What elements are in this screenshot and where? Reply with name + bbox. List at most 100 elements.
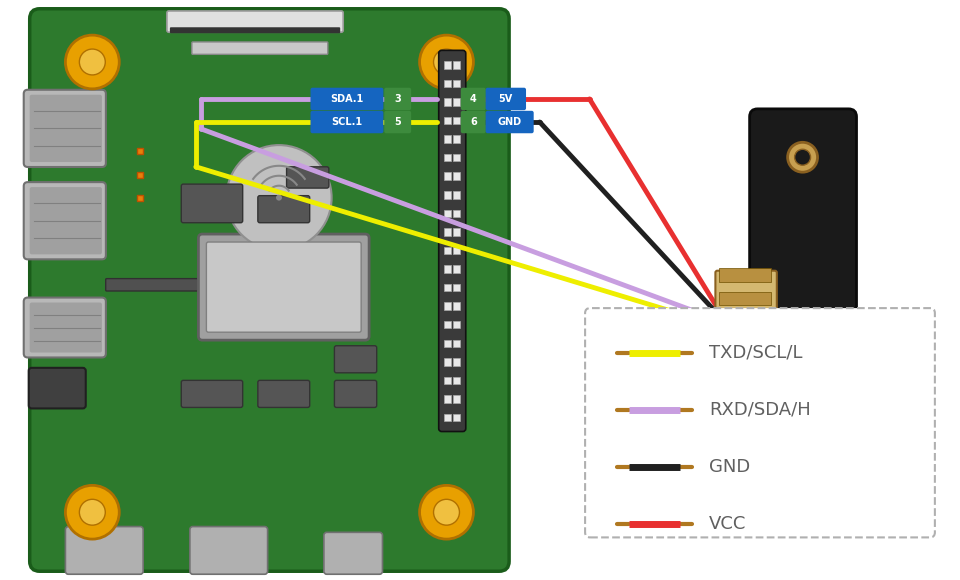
FancyBboxPatch shape (29, 368, 85, 408)
FancyBboxPatch shape (585, 308, 935, 538)
Circle shape (795, 455, 810, 471)
Circle shape (80, 499, 106, 525)
Bar (719, 316, 771, 329)
FancyBboxPatch shape (65, 527, 143, 574)
Bar (453, 358, 460, 365)
Bar (444, 414, 451, 421)
Bar (453, 246, 460, 254)
Circle shape (227, 145, 331, 250)
FancyBboxPatch shape (24, 90, 106, 167)
FancyBboxPatch shape (324, 532, 382, 574)
FancyBboxPatch shape (287, 167, 329, 188)
Bar (444, 284, 451, 291)
FancyBboxPatch shape (258, 195, 310, 223)
FancyBboxPatch shape (461, 111, 486, 133)
FancyBboxPatch shape (334, 380, 376, 407)
FancyBboxPatch shape (170, 27, 340, 33)
FancyBboxPatch shape (310, 88, 383, 110)
Text: SCL.1: SCL.1 (331, 117, 363, 127)
Bar (444, 117, 451, 124)
FancyBboxPatch shape (24, 182, 106, 259)
Bar (453, 61, 460, 68)
FancyBboxPatch shape (486, 88, 526, 110)
Bar (444, 339, 451, 347)
FancyBboxPatch shape (181, 184, 243, 223)
Bar (453, 228, 460, 235)
Text: 3: 3 (395, 94, 401, 104)
Circle shape (65, 35, 119, 89)
Bar (444, 98, 451, 106)
Text: SDA.1: SDA.1 (330, 94, 364, 104)
Bar (444, 376, 451, 384)
FancyBboxPatch shape (461, 88, 486, 110)
Text: TXD/SCL/L: TXD/SCL/L (709, 343, 803, 361)
FancyBboxPatch shape (715, 271, 777, 364)
Text: VCC: VCC (709, 514, 746, 532)
Bar (444, 135, 451, 143)
Bar (453, 191, 460, 198)
FancyBboxPatch shape (181, 380, 243, 407)
Bar (444, 321, 451, 328)
FancyBboxPatch shape (199, 234, 370, 340)
Bar (453, 79, 460, 87)
Text: GND: GND (709, 458, 751, 476)
Bar (444, 228, 451, 235)
FancyBboxPatch shape (206, 242, 361, 332)
Bar (444, 79, 451, 87)
Bar (453, 284, 460, 291)
Bar (137, 195, 143, 201)
Bar (444, 395, 451, 403)
FancyBboxPatch shape (384, 111, 411, 133)
Circle shape (420, 485, 473, 539)
Bar (453, 376, 460, 384)
FancyBboxPatch shape (30, 9, 509, 571)
Bar (444, 191, 451, 198)
FancyBboxPatch shape (24, 298, 106, 357)
FancyBboxPatch shape (167, 11, 343, 32)
FancyBboxPatch shape (486, 111, 534, 133)
Bar (453, 172, 460, 180)
Circle shape (65, 485, 119, 539)
Bar (453, 98, 460, 106)
Bar (444, 358, 451, 365)
FancyBboxPatch shape (30, 95, 102, 162)
FancyBboxPatch shape (750, 109, 856, 517)
Bar (137, 172, 143, 177)
Text: RXD/SDA/H: RXD/SDA/H (709, 401, 811, 419)
Bar (444, 265, 451, 273)
Bar (453, 321, 460, 328)
FancyBboxPatch shape (384, 88, 411, 110)
FancyBboxPatch shape (310, 111, 383, 133)
Text: 4: 4 (470, 94, 477, 104)
FancyBboxPatch shape (106, 278, 242, 291)
Bar (444, 172, 451, 180)
Bar (444, 302, 451, 310)
FancyBboxPatch shape (190, 527, 268, 574)
Text: 6: 6 (470, 117, 477, 127)
FancyBboxPatch shape (258, 380, 310, 407)
Bar (453, 302, 460, 310)
Circle shape (420, 35, 473, 89)
Circle shape (795, 149, 810, 165)
FancyBboxPatch shape (30, 187, 102, 255)
Text: 5V: 5V (499, 94, 513, 104)
Circle shape (434, 49, 460, 75)
FancyBboxPatch shape (192, 42, 328, 55)
Circle shape (434, 499, 460, 525)
Bar (444, 154, 451, 161)
Bar (453, 414, 460, 421)
Bar (719, 340, 771, 353)
Bar (453, 265, 460, 273)
Circle shape (787, 142, 818, 172)
Bar (444, 61, 451, 68)
Circle shape (80, 49, 106, 75)
FancyBboxPatch shape (30, 303, 102, 353)
Bar (453, 135, 460, 143)
Bar (719, 292, 771, 306)
Circle shape (787, 448, 818, 478)
Bar (137, 148, 143, 154)
Bar (453, 209, 460, 217)
FancyBboxPatch shape (439, 50, 466, 432)
Text: GND: GND (497, 117, 521, 127)
Text: 5: 5 (395, 117, 401, 127)
